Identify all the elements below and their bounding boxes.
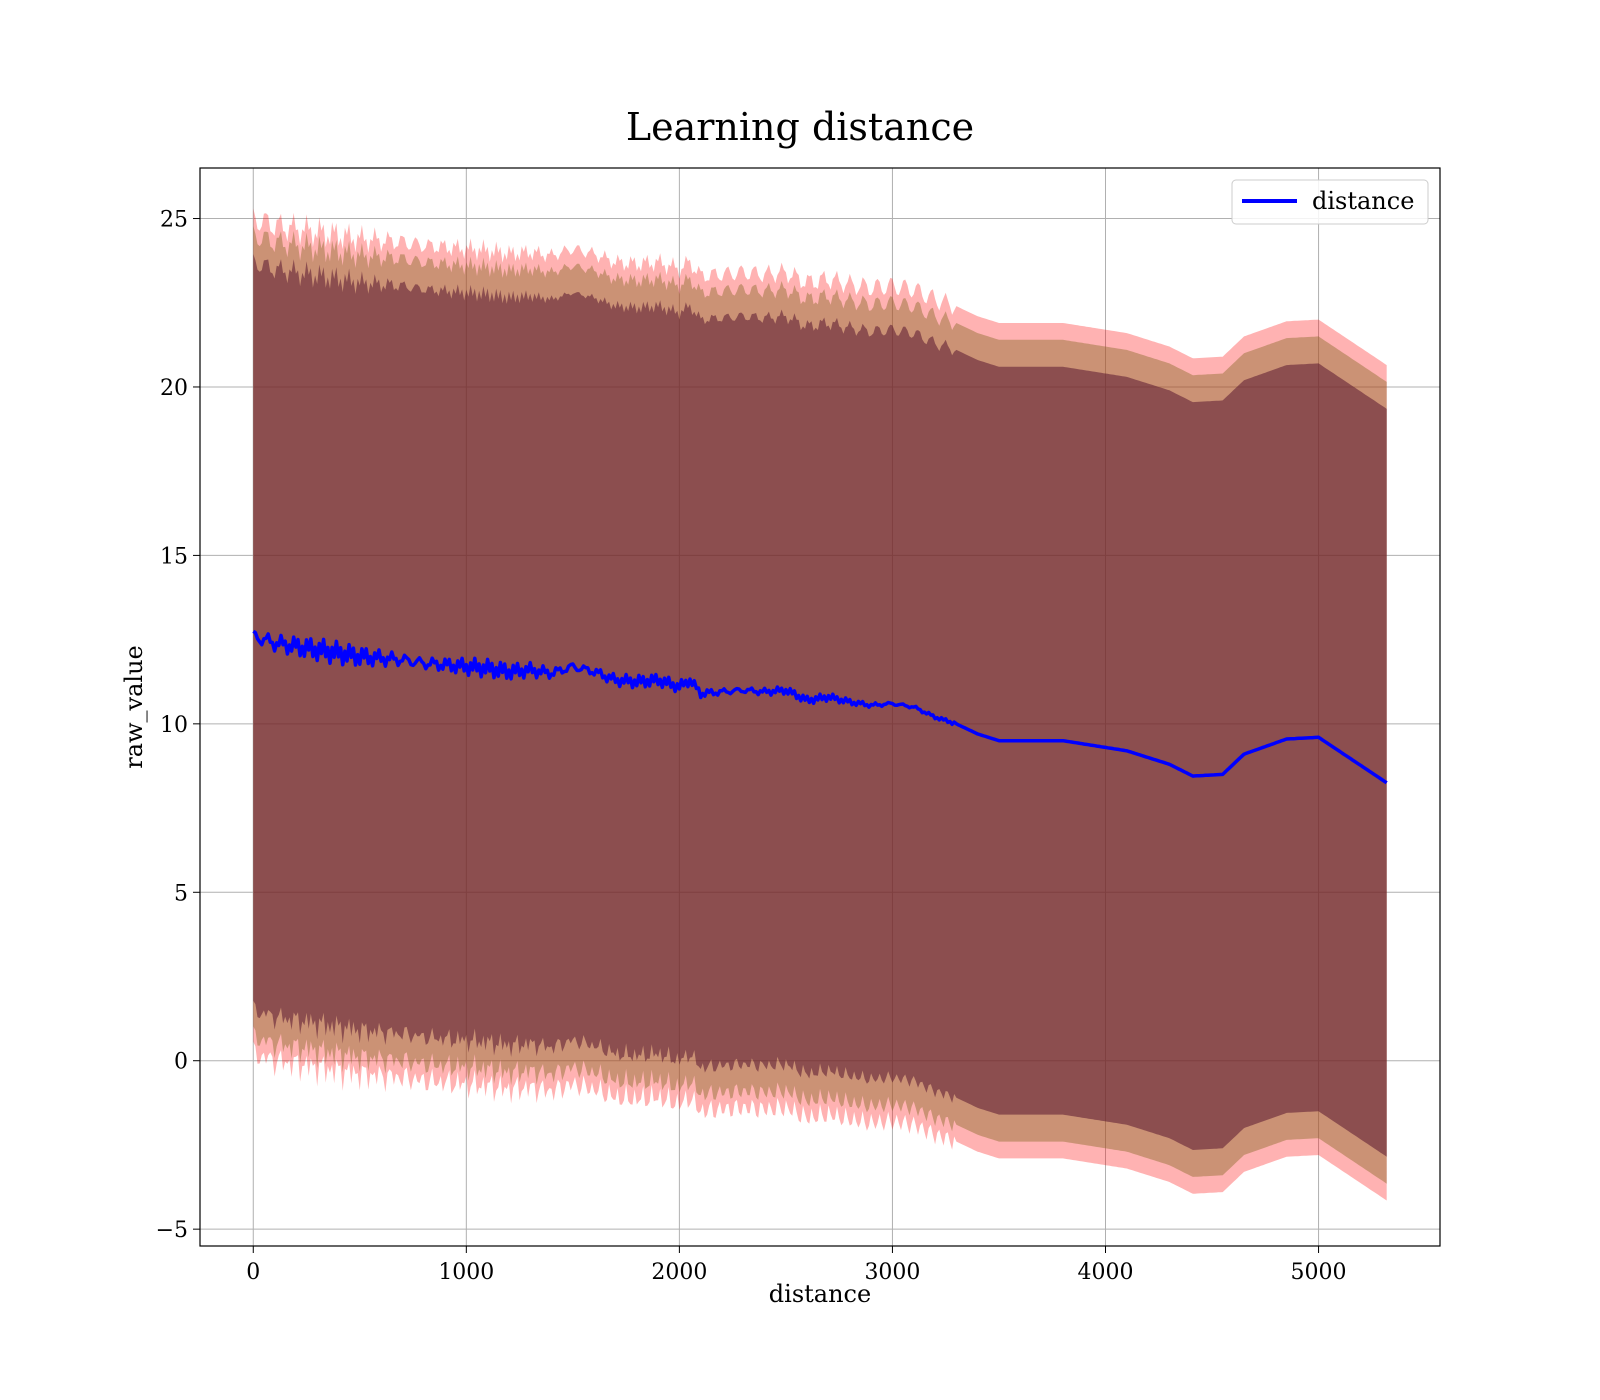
series-line-distance (252, 629, 1388, 785)
x-tick-label: 0 (246, 1260, 260, 1285)
series-lines (252, 629, 1388, 785)
y-tick-label: 25 (160, 208, 188, 233)
y-tick-label: 20 (160, 376, 188, 401)
y-axis-ticks: −5 0 5 10 15 20 25 (156, 208, 200, 1243)
x-axis-label: distance (769, 1280, 871, 1308)
y-tick-label: 5 (174, 881, 188, 906)
confidence-bands (253, 208, 1387, 1201)
x-tick-label: 1000 (438, 1260, 494, 1285)
chart-title: Learning distance (626, 105, 974, 149)
x-tick-label: 3000 (864, 1260, 920, 1285)
y-tick-label: 0 (174, 1050, 188, 1075)
y-tick-label: −5 (156, 1218, 188, 1243)
y-axis-label: raw_value (120, 645, 148, 769)
x-axis-ticks: 0 1000 2000 3000 4000 5000 (246, 1246, 1347, 1285)
y-tick-label: 15 (160, 544, 188, 569)
x-tick-label: 5000 (1291, 1260, 1347, 1285)
y-tick-label: 10 (160, 713, 188, 738)
x-tick-label: 4000 (1077, 1260, 1133, 1285)
x-tick-label: 2000 (651, 1260, 707, 1285)
band-inner (253, 254, 1387, 1157)
legend: distance (1231, 179, 1429, 225)
legend-box (1231, 179, 1429, 225)
legend-label-distance: distance (1312, 187, 1414, 215)
plot-frame (199, 167, 1441, 1247)
